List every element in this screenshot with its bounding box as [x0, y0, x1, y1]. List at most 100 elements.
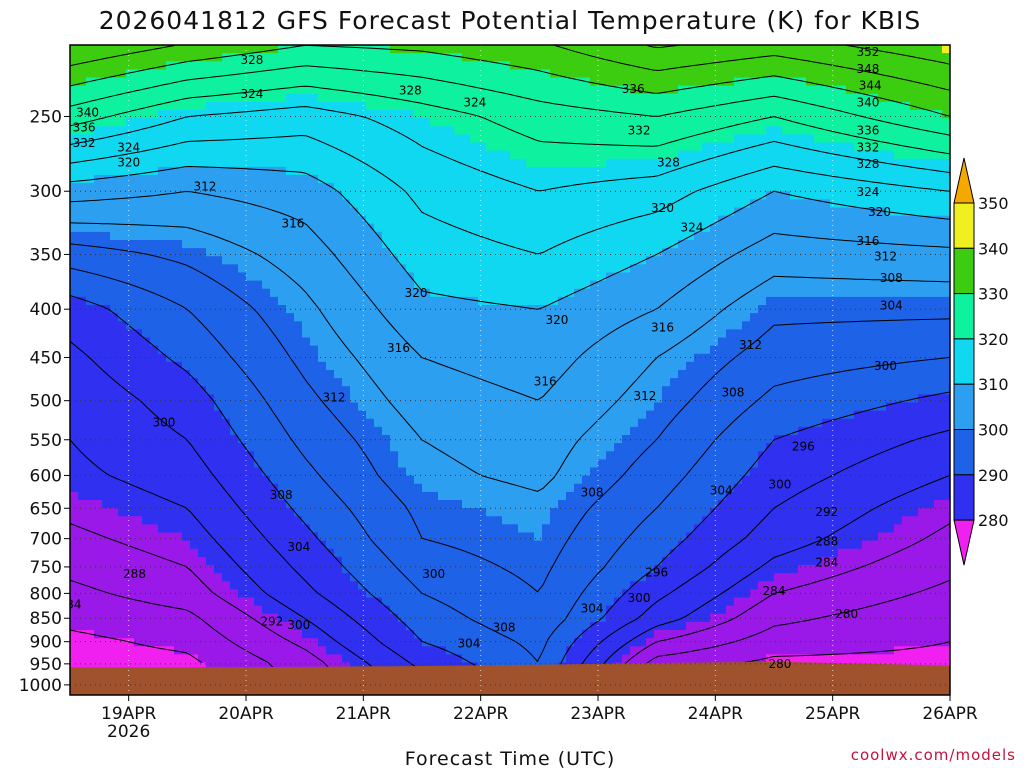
- field-cell: [254, 53, 263, 62]
- field-cell: [462, 256, 471, 265]
- field-cell: [182, 426, 191, 436]
- field-cell: [374, 500, 383, 509]
- field-cell: [470, 378, 479, 387]
- field-cell: [446, 605, 455, 615]
- field-cell: [310, 418, 319, 428]
- field-cell: [310, 345, 319, 355]
- field-cell: [102, 426, 111, 436]
- field-cell: [430, 394, 439, 404]
- field-cell: [318, 191, 327, 200]
- field-cell: [246, 353, 255, 363]
- field-cell: [566, 69, 575, 79]
- field-cell: [86, 638, 95, 647]
- field-cell: [118, 573, 127, 582]
- field-cell: [222, 353, 231, 363]
- field-cell: [478, 394, 487, 404]
- field-cell: [230, 337, 239, 347]
- field-cell: [214, 426, 223, 436]
- field-cell: [510, 264, 519, 274]
- field-cell: [262, 621, 271, 631]
- field-cell: [286, 53, 295, 62]
- field-cell: [366, 426, 375, 436]
- field-cell: [222, 378, 231, 387]
- field-cell: [142, 256, 151, 265]
- field-cell: [278, 426, 287, 436]
- field-cell: [326, 370, 335, 379]
- field-cell: [382, 361, 391, 371]
- field-cell: [286, 69, 295, 79]
- field-cell: [358, 597, 367, 607]
- field-cell: [262, 443, 271, 452]
- field-cell: [278, 110, 287, 119]
- field-cell: [398, 573, 407, 582]
- field-cell: [438, 101, 447, 111]
- field-cell: [486, 491, 495, 501]
- field-cell: [542, 150, 551, 160]
- field-cell: [422, 418, 431, 428]
- field-cell: [94, 305, 103, 314]
- field-cell: [134, 508, 143, 517]
- field-cell: [358, 85, 367, 95]
- field-cell: [230, 118, 239, 127]
- field-cell: [422, 540, 431, 550]
- field-cell: [238, 532, 247, 542]
- field-cell: [166, 264, 175, 274]
- field-cell: [550, 402, 559, 412]
- field-cell: [558, 134, 567, 144]
- field-cell: [438, 402, 447, 412]
- field-cell: [462, 508, 471, 517]
- field-cell: [422, 77, 431, 87]
- field-cell: [414, 313, 423, 322]
- field-cell: [534, 353, 543, 363]
- field-cell: [262, 646, 271, 655]
- field-cell: [78, 240, 87, 249]
- field-cell: [350, 134, 359, 144]
- field-cell: [270, 288, 279, 298]
- field-cell: [134, 426, 143, 436]
- field-cell: [534, 516, 543, 525]
- field-cell: [126, 126, 135, 135]
- field-cell: [382, 508, 391, 517]
- field-cell: [510, 475, 519, 485]
- field-cell: [366, 451, 375, 460]
- field-cell: [414, 166, 423, 176]
- field-cell: [270, 589, 279, 599]
- field-cell: [238, 467, 247, 477]
- field-cell: [198, 361, 207, 371]
- field-cell: [518, 532, 527, 542]
- field-cell: [262, 150, 271, 160]
- field-cell: [294, 248, 303, 257]
- field-cell: [542, 516, 551, 525]
- field-cell: [326, 443, 335, 452]
- field-cell: [390, 475, 399, 485]
- field-cell: [406, 85, 415, 95]
- field-cell: [214, 556, 223, 566]
- field-cell: [398, 589, 407, 599]
- field-cell: [422, 532, 431, 542]
- field-cell: [326, 556, 335, 566]
- field-cell: [190, 613, 199, 623]
- field-cell: [558, 223, 567, 233]
- field-cell: [438, 329, 447, 339]
- field-cell: [374, 288, 383, 298]
- field-cell: [70, 402, 79, 412]
- field-cell: [142, 207, 151, 217]
- field-cell: [286, 93, 295, 103]
- field-cell: [422, 305, 431, 314]
- field-cell: [118, 191, 127, 200]
- field-cell: [318, 361, 327, 371]
- field-cell: [134, 118, 143, 127]
- field-cell: [278, 581, 287, 590]
- field-cell: [534, 394, 543, 404]
- field-cell: [486, 605, 495, 615]
- field-cell: [566, 93, 575, 103]
- field-cell: [150, 573, 159, 582]
- field-cell: [302, 467, 311, 477]
- field-cell: [350, 166, 359, 176]
- field-cell: [446, 378, 455, 387]
- field-cell: [222, 370, 231, 379]
- field-cell: [374, 45, 383, 54]
- field-cell: [318, 418, 327, 428]
- field-cell: [150, 150, 159, 160]
- field-cell: [302, 540, 311, 550]
